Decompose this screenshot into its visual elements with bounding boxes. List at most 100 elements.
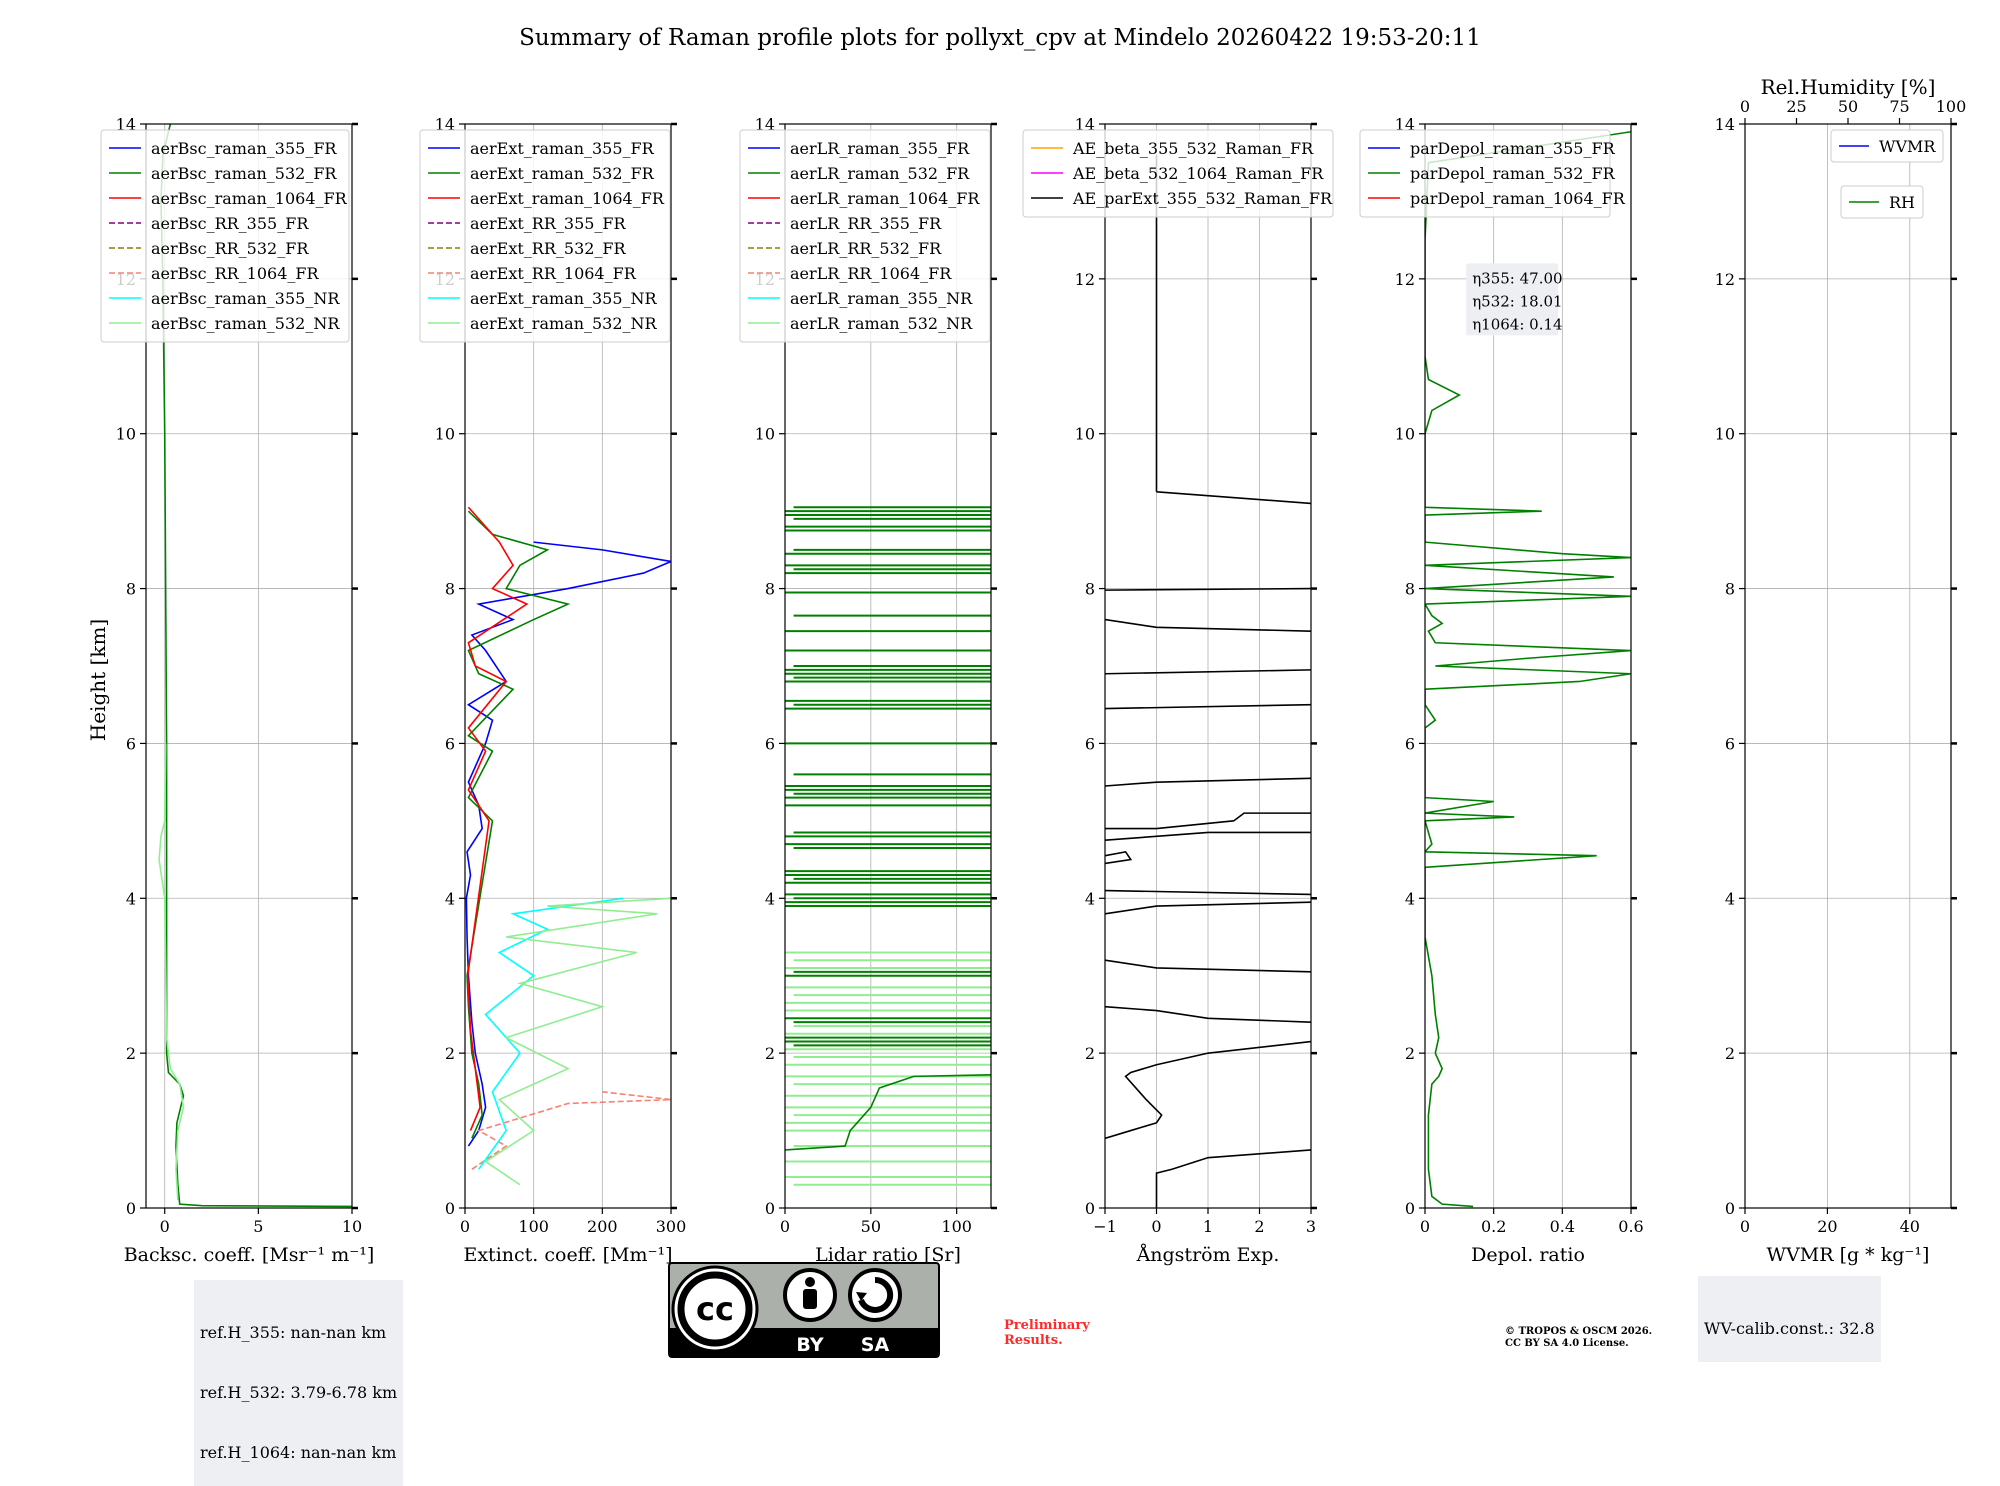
data-area [1105,154,1311,1208]
x-tick-label: −1 [1093,1217,1117,1236]
y-tick-label: 0 [765,1199,775,1218]
series-segment-AE_parExt_355_532_Raman_FR [1105,850,1133,865]
axes-frame [145,123,353,1209]
panel-extinction: 024681012140100200300Extinct. coeff. [Mm… [419,115,687,1266]
legend-box [1022,129,1334,218]
x-tick-label: 2 [1254,1217,1264,1236]
x2-tick-label: 25 [1786,97,1806,116]
y-tick-label: 4 [1725,889,1735,908]
y-tick-label: 10 [116,425,136,444]
wv-calib-box: WV-calib.const.: 32.8 [1698,1276,1881,1362]
eta-annotation-line: η1064: 0.14 [1472,315,1562,333]
y-tick-label: 14 [116,115,136,134]
y-tick-label: 2 [1085,1044,1095,1063]
x-tick-label: 40 [1900,1217,1920,1236]
legend-label-aerBsc_raman_355_FR: aerBsc_raman_355_FR [151,139,337,158]
series-line-aerExt_raman_532_NR [484,897,671,1186]
legend-label-parDepol_raman_1064_FR: parDepol_raman_1064_FR [1410,189,1626,208]
y-tick-label: 14 [755,115,775,134]
series-extra-line [785,1074,991,1151]
series-segment-AE_parExt_355_532_Raman_FR [1156,490,1311,505]
legend-box [419,129,671,343]
copyright-note: © TROPOS & OSCM 2026. CC BY SA 4.0 Licen… [1505,1326,1652,1350]
x-tick-label: 0.6 [1618,1217,1643,1236]
y-tick-label: 10 [1715,425,1735,444]
axes-frame [464,123,672,1209]
legend-box [1830,129,1944,163]
x2-tick-label: 50 [1838,97,1858,116]
x-axis-label: Ångström Exp. [1136,1244,1280,1266]
legend-label-aerLR_RR_355_FR: aerLR_RR_355_FR [790,214,942,233]
x-axis-label: Backsc. coeff. [Msr⁻¹ m⁻¹] [124,1244,375,1266]
x-tick-label: 200 [587,1217,618,1236]
x-tick-label: 0.4 [1550,1217,1575,1236]
x-axis-label: Extinct. coeff. [Mm⁻¹] [463,1244,672,1266]
y-tick-label: 0 [126,1199,136,1218]
series-line-aerExt_raman_355_FR [465,541,671,1147]
cc-by-sa-license-badge: cc BY SA [668,1262,940,1358]
series-segment-AE_parExt_355_532_Raman_FR [1155,1149,1311,1208]
legend-label-aerExt_RR_532_FR: aerExt_RR_532_FR [470,239,627,258]
legend-label-aerLR_raman_532_NR: aerLR_raman_532_NR [790,314,973,333]
x-tick-label: 10 [342,1217,362,1236]
legend-label-aerExt_RR_1064_FR: aerExt_RR_1064_FR [470,264,637,283]
copyright-line-1: © TROPOS & OSCM 2026. [1505,1326,1653,1337]
panel-depolarization: 0 2 4 6 8 10 12 14 0 0.2 0.4 0.6 Depol. ratio parDepo… [1359,115,1644,1266]
x-axis-label: WVMR [g * kg⁻¹] [1767,1244,1930,1266]
series-segment-AE_parExt_355_532_Raman_FR [1105,901,1311,915]
y-tick-label: 2 [445,1044,455,1063]
panel-water_vapor: 0 2 4 6 8 10 12 14 0 20 40 WVMR [g * kg⁻¹] 0 25 50 75 10… [1715,75,1967,1266]
y-tick-label: 2 [126,1044,136,1063]
y-tick-label: 14 [1395,115,1415,134]
x-tick-label: 300 [656,1217,687,1236]
y-tick-label: 14 [1075,115,1095,134]
y-tick-label: 2 [1725,1044,1735,1063]
legend-label-aerBsc_raman_355_NR: aerBsc_raman_355_NR [151,289,340,308]
legend-label-aerLR_raman_355_NR: aerLR_raman_355_NR [790,289,973,308]
series-segment-AE_parExt_355_532_Raman_FR [1105,587,1311,591]
x-axis-label: Depol. ratio [1471,1244,1585,1266]
legend-label-AE_parExt_355_532_Raman_FR: AE_parExt_355_532_Raman_FR [1072,189,1333,208]
y-tick-label: 14 [1715,115,1735,134]
data-area [465,506,671,1186]
y-tick-label: 6 [445,734,455,753]
y-tick-label: 2 [765,1044,775,1063]
y-tick-label: 6 [1725,734,1735,753]
series-segment-AE_parExt_355_532_Raman_FR [1105,959,1311,973]
legend-label-aerLR_RR_532_FR: aerLR_RR_532_FR [790,239,942,258]
figure-title: Summary of Raman profile plots for polly… [519,25,1481,51]
prelim-line-2: Results. [1004,1333,1063,1348]
x-tick-label: 3 [1306,1217,1316,1236]
x2-tick-label: 100 [1936,97,1967,116]
legend-label-aerBsc_raman_532_NR: aerBsc_raman_532_NR [151,314,340,333]
eta-annotation-line: η532: 18.01 [1472,292,1562,310]
y-tick-label: 10 [1075,425,1095,444]
x-tick-label: 0 [160,1217,170,1236]
legend-label-WVMR: WVMR [1879,137,1936,156]
y-tick-label: 8 [1085,580,1095,599]
legend-box [739,129,991,343]
x-tick-label: 0 [1420,1217,1430,1236]
x-axis-label: Lidar ratio [Sr] [815,1244,961,1266]
x2-axis-label: Rel.Humidity [%] [1761,75,1936,99]
axes-frame [1424,123,1632,1209]
legend-label-AE_beta_355_532_Raman_FR: AE_beta_355_532_Raman_FR [1072,139,1314,158]
by-text: BY [796,1334,823,1356]
legend-box [1359,129,1611,218]
x-tick-label: 5 [253,1217,263,1236]
x-tick-label: 0 [780,1217,790,1236]
data-area [1425,130,1631,1208]
legend-label-aerExt_raman_355_FR: aerExt_raman_355_FR [470,139,655,158]
series-segment-AE_parExt_355_532_Raman_FR [1105,812,1311,830]
ref-height-box: ref.H_355: nan-nan km ref.H_532: 3.79-6.… [194,1280,404,1486]
legend-label-aerExt_RR_355_FR: aerExt_RR_355_FR [470,214,627,233]
panel-lidar_ratio: 02468101214050100Lidar ratio [Sr]aerLR_r… [739,115,997,1266]
series-segment-AE_parExt_355_532_Raman_FR [1105,703,1311,710]
y-tick-label: 0 [1725,1199,1735,1218]
panel-backscatter: 024681012140510Backsc. coeff. [Msr⁻¹ m⁻¹… [100,115,375,1266]
y-tick-label: 10 [1395,425,1415,444]
series-line-aerExt_raman_1064_FR [466,506,529,1131]
legend-label-aerBsc_RR_1064_FR: aerBsc_RR_1064_FR [151,264,320,283]
preliminary-results-note: Preliminary Results. [1004,1318,1090,1348]
series-segment-AE_parExt_355_532_Raman_FR [1105,1040,1311,1140]
